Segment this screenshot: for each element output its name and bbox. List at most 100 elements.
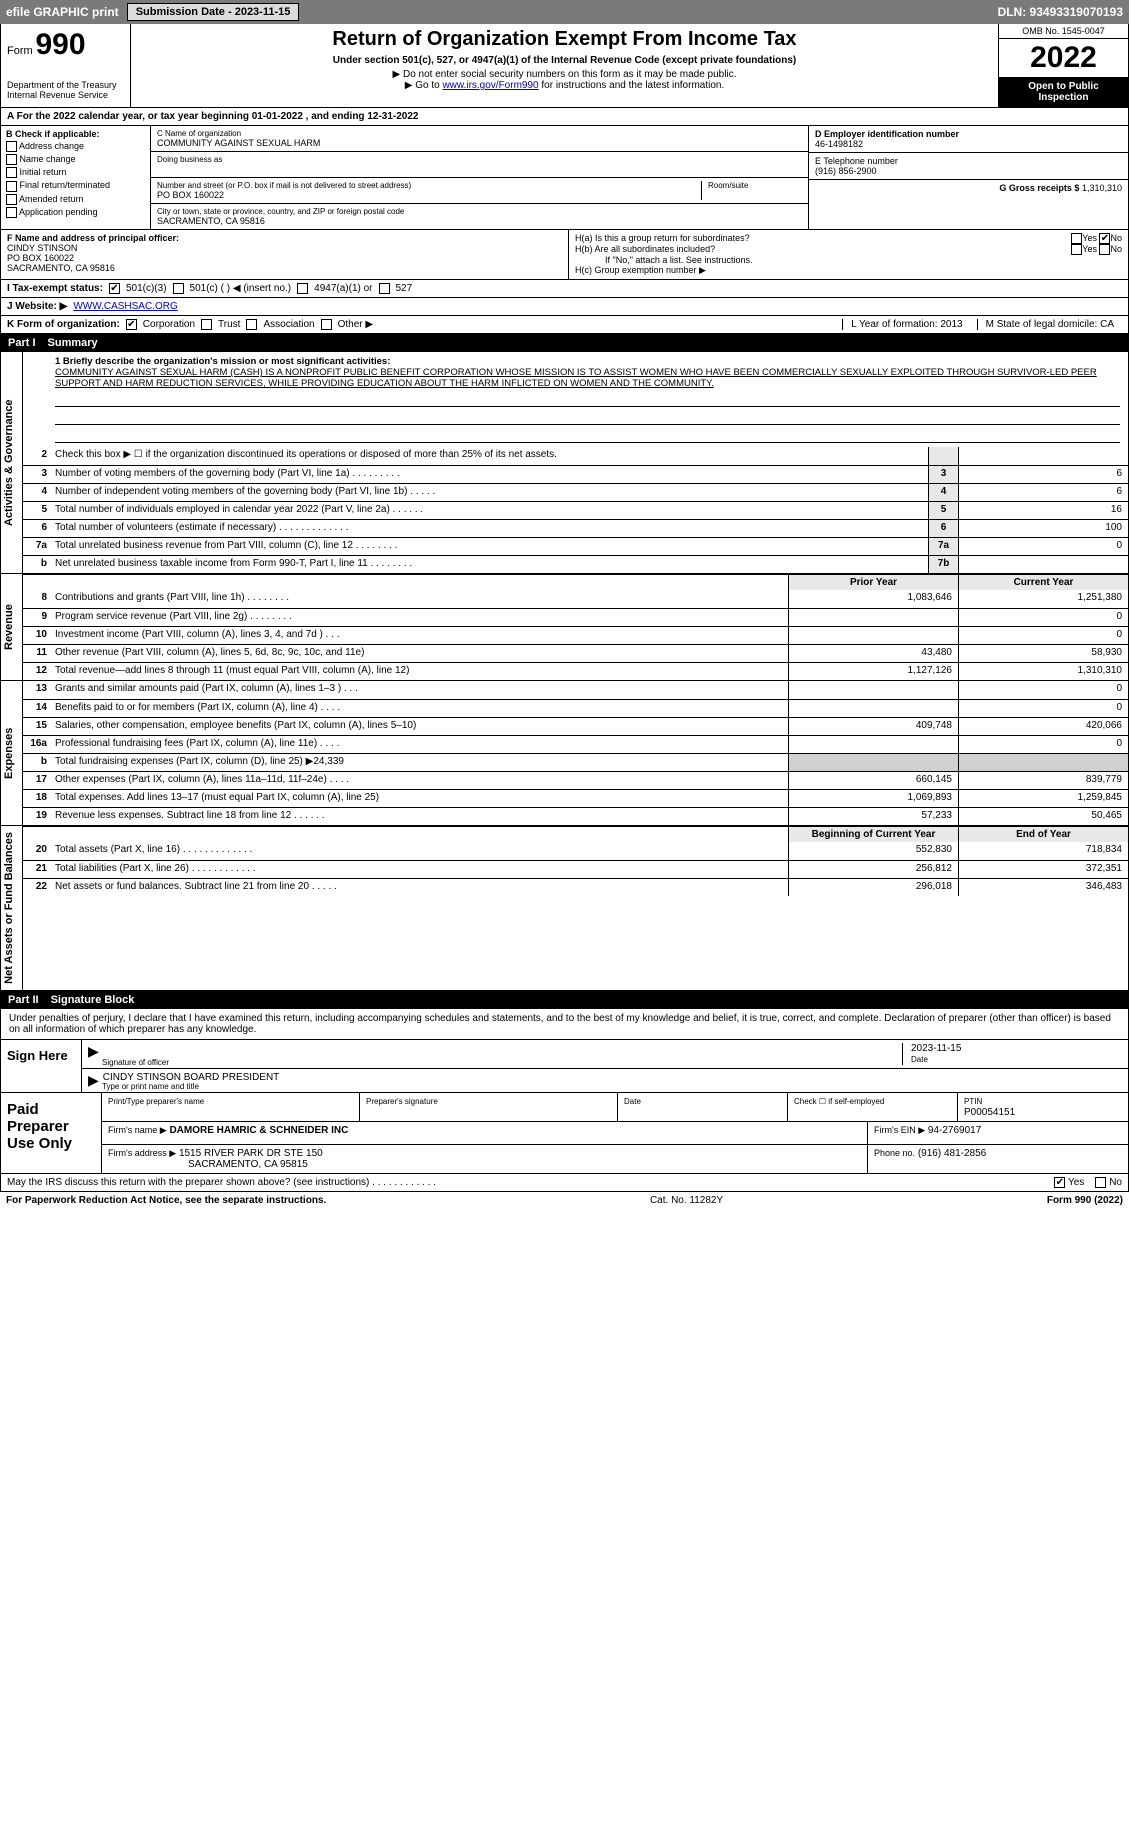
table-row: 11 Other revenue (Part VIII, column (A),… — [23, 644, 1128, 662]
hdr-preparer-date: Date — [618, 1093, 788, 1121]
hc-label: H(c) Group exemption number ▶ — [575, 265, 1122, 276]
chk-initial-return[interactable]: Initial return — [6, 167, 145, 178]
chk-application-pending[interactable]: Application pending — [6, 207, 145, 218]
chk-association[interactable] — [246, 319, 257, 330]
phone-value: (916) 856-2900 — [815, 166, 877, 176]
chk-address-change[interactable]: Address change — [6, 141, 145, 152]
cat-no: Cat. No. 11282Y — [650, 1195, 723, 1206]
row-a-text: A For the 2022 calendar year, or tax yea… — [7, 111, 418, 122]
table-row: 21 Total liabilities (Part X, line 26) .… — [23, 860, 1128, 878]
table-row: 10 Investment income (Part VIII, column … — [23, 626, 1128, 644]
ein-value: 46-1498182 — [815, 139, 863, 149]
hdr-end-year: End of Year — [958, 827, 1128, 842]
hb-note: If "No," attach a list. See instructions… — [575, 255, 1122, 265]
org-name: COMMUNITY AGAINST SEXUAL HARM — [157, 138, 802, 148]
hdr-self-employed: Check ☐ if self-employed — [788, 1093, 958, 1121]
discuss-yes-checkbox[interactable] — [1054, 1177, 1065, 1188]
chk-trust[interactable] — [201, 319, 212, 330]
box-b: B Check if applicable: Address change Na… — [1, 126, 151, 229]
part-1-title: Summary — [48, 337, 98, 349]
ha-label: H(a) Is this a group return for subordin… — [575, 233, 750, 244]
part-1-header: Part I Summary — [0, 334, 1129, 352]
hdr-prior-year: Prior Year — [788, 575, 958, 590]
chk-527[interactable] — [379, 283, 390, 294]
row-l: L Year of formation: 2013 — [842, 319, 970, 330]
chk-corporation[interactable] — [126, 319, 137, 330]
box-h: H(a) Is this a group return for subordin… — [568, 230, 1128, 279]
table-row: 13 Grants and similar amounts paid (Part… — [23, 681, 1128, 699]
box-b-title: B Check if applicable: — [6, 129, 100, 139]
org-city: SACRAMENTO, CA 95816 — [157, 216, 802, 226]
officer-name: CINDY STINSON — [7, 243, 77, 253]
vlabel-governance: Activities & Governance — [1, 352, 23, 573]
chk-amended-return[interactable]: Amended return — [6, 194, 145, 205]
row-k-label: K Form of organization: — [7, 319, 120, 330]
hb-yes-checkbox[interactable] — [1071, 244, 1082, 255]
firm-phone-cell: Phone no. (916) 481-2856 — [868, 1145, 1128, 1173]
firm-addr2: SACRAMENTO, CA 95815 — [108, 1159, 308, 1170]
part-2-title: Signature Block — [51, 994, 135, 1006]
chk-501c3[interactable] — [109, 283, 120, 294]
row-i: I Tax-exempt status: 501(c)(3) 501(c) ( … — [0, 280, 1129, 298]
table-row: 22 Net assets or fund balances. Subtract… — [23, 878, 1128, 896]
part-2-num: Part II — [8, 994, 39, 1006]
form-title: Return of Organization Exempt From Incom… — [139, 28, 990, 51]
row-j: J Website: ▶ WWW.CASHSAC.ORG — [0, 298, 1129, 316]
tax-year: 2022 — [999, 39, 1128, 77]
section-revenue: Revenue Prior Year Current Year 8 Contri… — [0, 574, 1129, 681]
table-row: 3 Number of voting members of the govern… — [23, 465, 1128, 483]
table-row: 15 Salaries, other compensation, employe… — [23, 717, 1128, 735]
ptin-value: P00054151 — [964, 1107, 1015, 1118]
row-k-l-m: K Form of organization: Corporation Trus… — [0, 316, 1129, 334]
table-row: b Total fundraising expenses (Part IX, c… — [23, 753, 1128, 771]
header-right: OMB No. 1545-0047 2022 Open to Public In… — [998, 24, 1128, 107]
website-link[interactable]: WWW.CASHSAC.ORG — [73, 301, 177, 312]
box-f: F Name and address of principal officer:… — [1, 230, 568, 279]
irs-discuss-text: May the IRS discuss this return with the… — [7, 1177, 436, 1188]
submission-date-button[interactable]: Submission Date - 2023-11-15 — [127, 3, 300, 21]
ha-no-checkbox[interactable] — [1099, 233, 1110, 244]
row-m: M State of legal domicile: CA — [977, 319, 1122, 330]
table-row: 17 Other expenses (Part IX, column (A), … — [23, 771, 1128, 789]
form-header: Form 990 Department of the Treasury Inte… — [0, 24, 1129, 108]
sig-date-label: Date — [911, 1055, 928, 1064]
city-label: City or town, state or province, country… — [157, 207, 802, 216]
dept-label: Department of the Treasury Internal Reve… — [7, 80, 124, 100]
table-row: 4 Number of independent voting members o… — [23, 483, 1128, 501]
ha-yes-checkbox[interactable] — [1071, 233, 1082, 244]
type-label: Type or print name and title — [102, 1082, 199, 1091]
mission-text: COMMUNITY AGAINST SEXUAL HARM (CASH) IS … — [55, 367, 1097, 389]
paid-preparer-label: Paid Preparer Use Only — [1, 1093, 101, 1173]
table-row: 7a Total unrelated business revenue from… — [23, 537, 1128, 555]
addr-label: Number and street (or P.O. box if mail i… — [157, 181, 695, 190]
part-1-num: Part I — [8, 337, 36, 349]
discuss-no-checkbox[interactable] — [1095, 1177, 1106, 1188]
efile-label: efile GRAPHIC print — [6, 5, 119, 19]
chk-name-change[interactable]: Name change — [6, 154, 145, 165]
firm-name: DAMORE HAMRIC & SCHNEIDER INC — [169, 1125, 348, 1136]
table-row: 2 Check this box ▶ ☐ if the organization… — [23, 447, 1128, 465]
irs-link[interactable]: www.irs.gov/Form990 — [442, 80, 538, 91]
sig-arrow-icon-2: ▶ — [88, 1072, 99, 1089]
sig-arrow-icon: ▶ — [88, 1043, 99, 1065]
form-number: 990 — [35, 28, 85, 61]
firm-addr-cell: Firm's address ▶ 1515 RIVER PARK DR STE … — [102, 1145, 868, 1173]
box-g-label: G Gross receipts $ — [999, 183, 1079, 193]
open-to-public: Open to Public Inspection — [999, 77, 1128, 107]
form-note-1: ▶ Do not enter social security numbers o… — [139, 69, 990, 80]
chk-501c[interactable] — [173, 283, 184, 294]
table-row: 16a Professional fundraising fees (Part … — [23, 735, 1128, 753]
revenue-headers: Prior Year Current Year — [23, 574, 1128, 590]
hb-no-checkbox[interactable] — [1099, 244, 1110, 255]
boxes-d-e-g: D Employer identification number 46-1498… — [808, 126, 1128, 229]
firm-ein-cell: Firm's EIN ▶ 94-2769017 — [868, 1122, 1128, 1144]
form-note-2: ▶ Go to www.irs.gov/Form990 for instruct… — [139, 80, 990, 91]
hdr-ptin: PTINP00054151 — [958, 1093, 1128, 1121]
chk-final-return[interactable]: Final return/terminated — [6, 180, 145, 191]
sign-here-label: Sign Here — [1, 1040, 81, 1092]
firm-addr1: 1515 RIVER PARK DR STE 150 — [179, 1148, 323, 1159]
firm-phone: (916) 481-2856 — [918, 1148, 986, 1159]
irs-discuss-row: May the IRS discuss this return with the… — [0, 1174, 1129, 1192]
chk-other[interactable] — [321, 319, 332, 330]
chk-4947[interactable] — [297, 283, 308, 294]
